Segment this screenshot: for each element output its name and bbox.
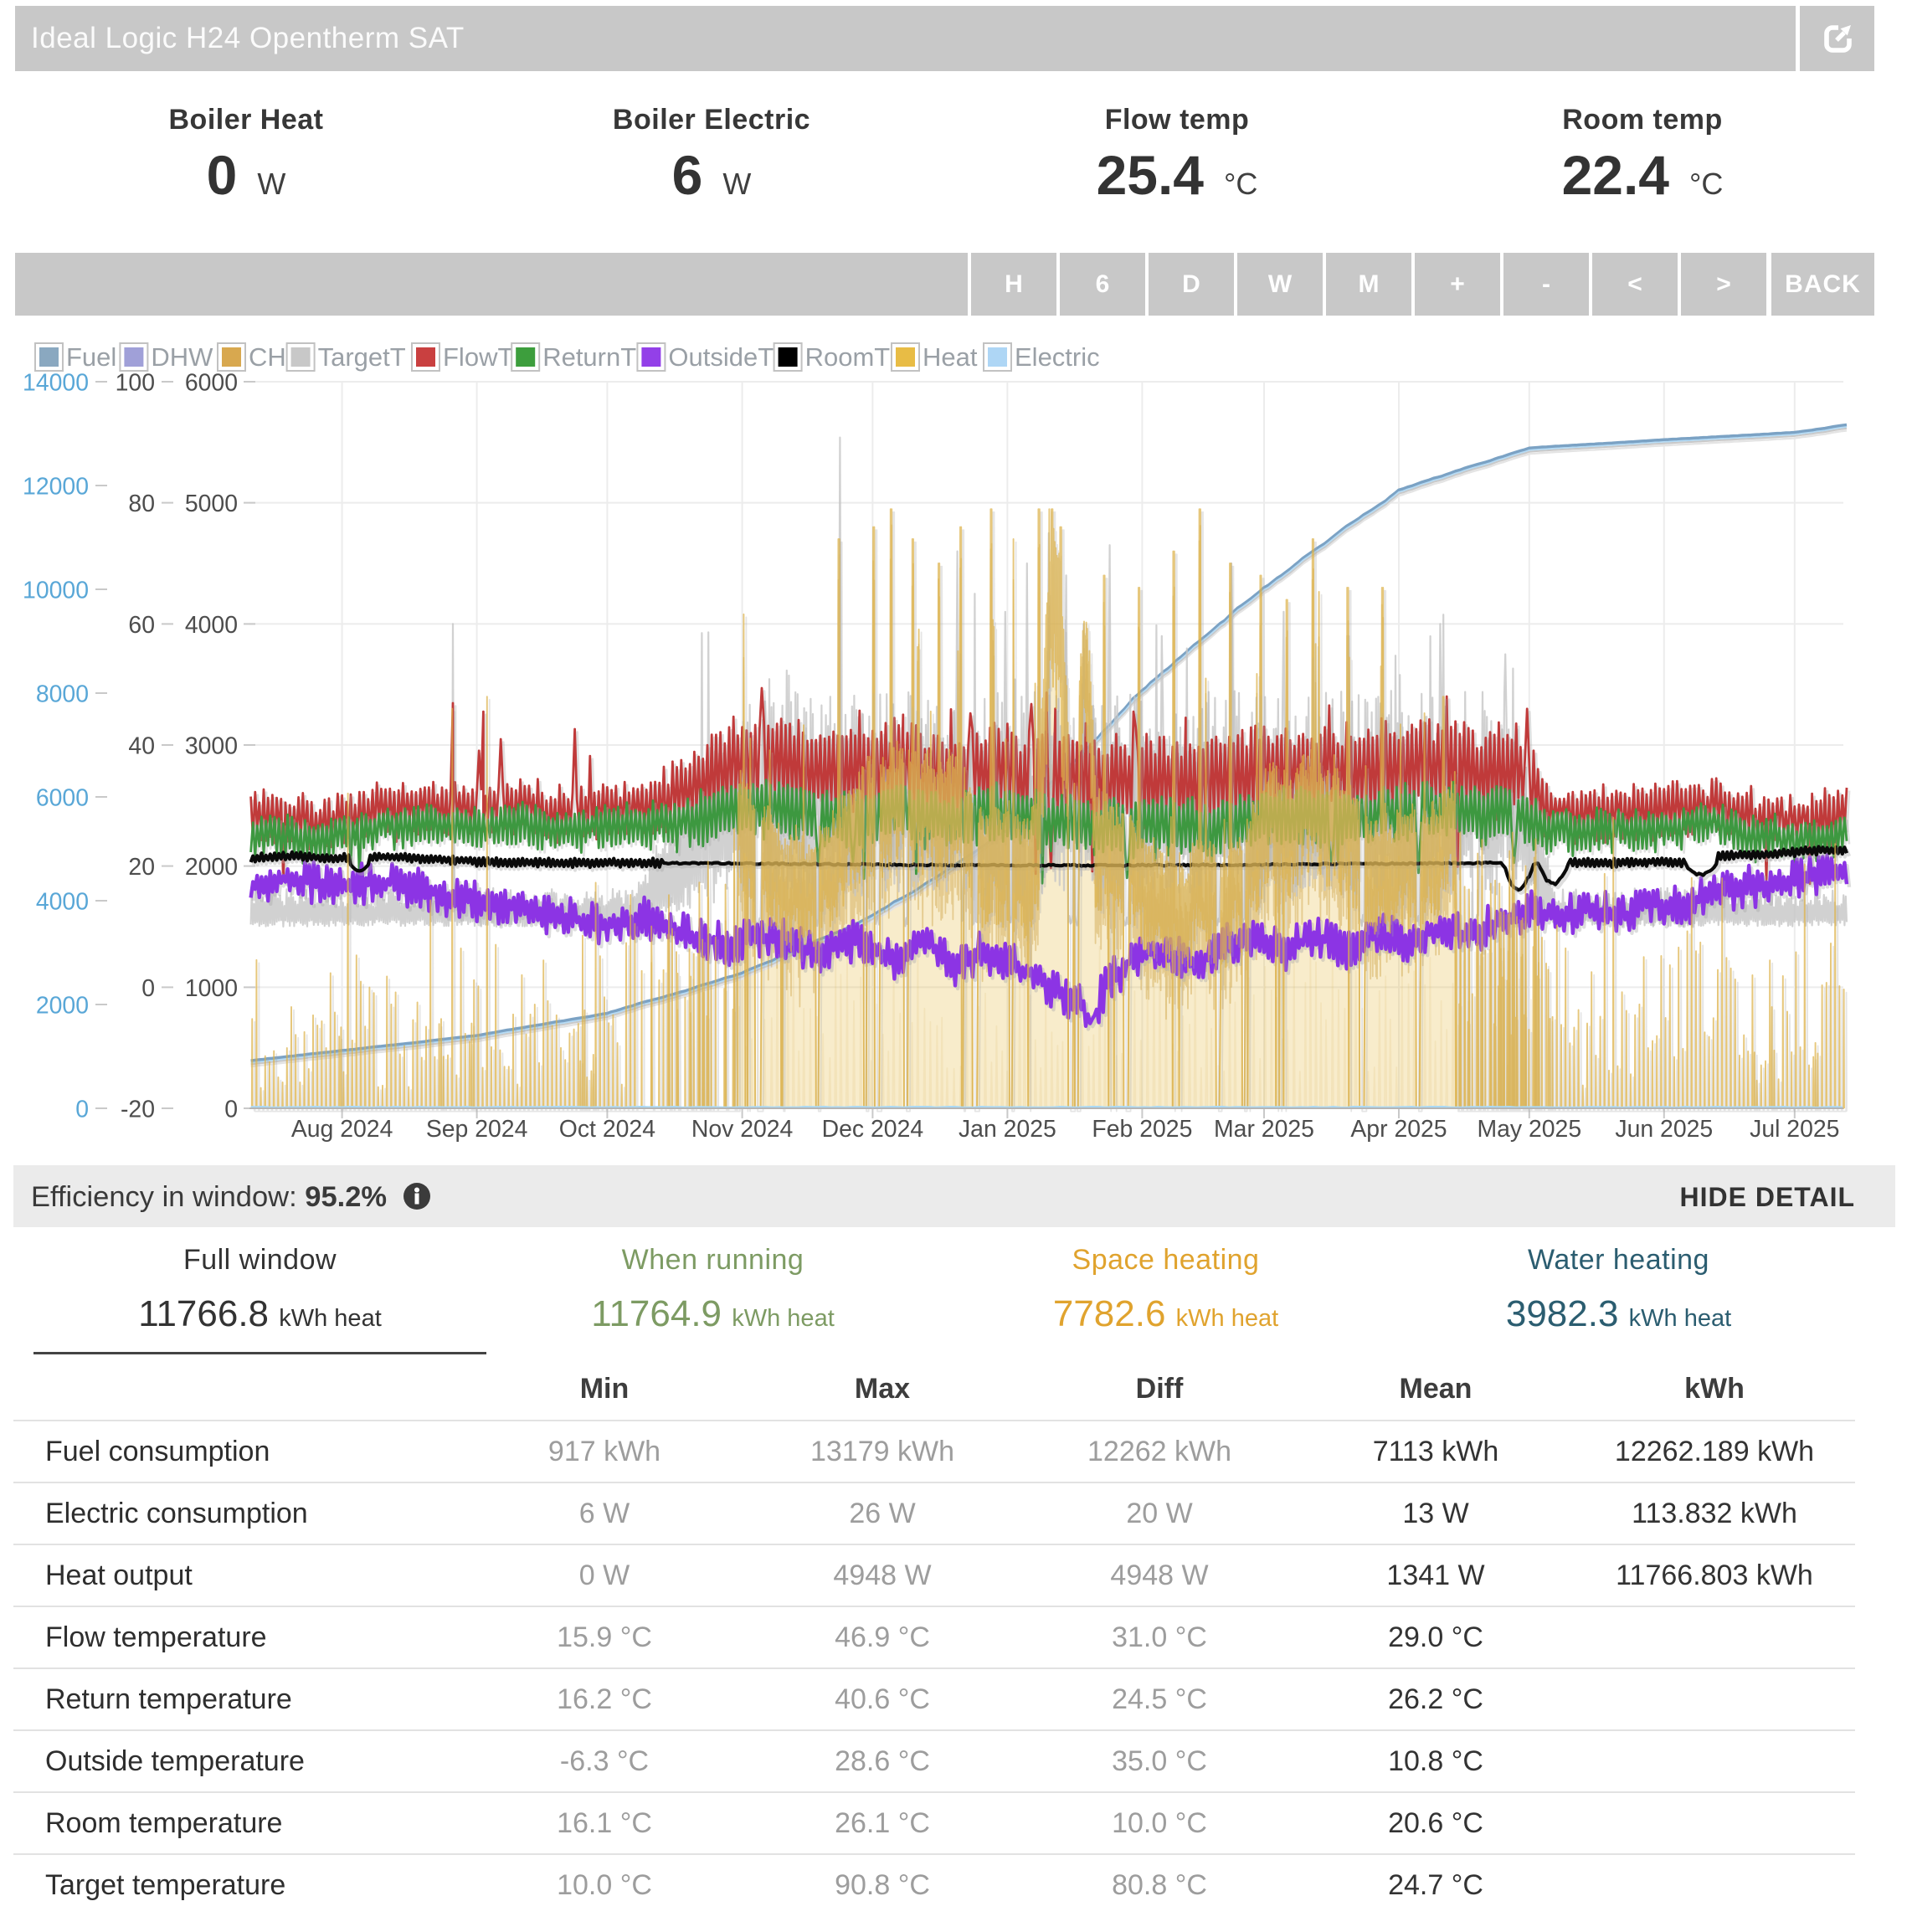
svg-text:1000: 1000 xyxy=(185,975,238,1002)
svg-text:6000: 6000 xyxy=(185,369,238,396)
svg-text:20: 20 xyxy=(128,854,155,881)
svg-text:May 2025: May 2025 xyxy=(1477,1116,1581,1143)
svg-text:5000: 5000 xyxy=(185,491,238,517)
svg-text:Dec 2024: Dec 2024 xyxy=(822,1116,924,1143)
svg-text:80: 80 xyxy=(128,491,155,517)
svg-text:Electric: Electric xyxy=(1015,342,1100,372)
svg-text:Jul 2025: Jul 2025 xyxy=(1750,1116,1839,1143)
svg-text:2000: 2000 xyxy=(185,854,238,881)
svg-text:Oct 2024: Oct 2024 xyxy=(559,1116,655,1143)
svg-text:0: 0 xyxy=(224,1096,238,1123)
svg-text:100: 100 xyxy=(116,369,155,396)
svg-text:4000: 4000 xyxy=(36,888,89,915)
svg-text:ReturnT: ReturnT xyxy=(542,342,636,372)
svg-text:RoomT: RoomT xyxy=(805,342,891,372)
svg-text:-20: -20 xyxy=(121,1096,155,1123)
svg-text:TargetT: TargetT xyxy=(318,342,406,372)
svg-text:Nov 2024: Nov 2024 xyxy=(691,1116,794,1143)
svg-text:12000: 12000 xyxy=(23,473,89,500)
svg-text:Feb 2025: Feb 2025 xyxy=(1092,1116,1192,1143)
svg-text:10000: 10000 xyxy=(23,577,89,604)
svg-text:2000: 2000 xyxy=(36,992,89,1019)
svg-text:OutsideT: OutsideT xyxy=(668,342,774,372)
svg-text:Sep 2024: Sep 2024 xyxy=(426,1116,528,1143)
svg-text:8000: 8000 xyxy=(36,681,89,707)
svg-text:14000: 14000 xyxy=(23,369,89,396)
svg-text:Aug 2024: Aug 2024 xyxy=(291,1116,393,1143)
svg-text:Apr 2025: Apr 2025 xyxy=(1350,1116,1447,1143)
svg-text:CH: CH xyxy=(249,342,286,372)
svg-text:FlowT: FlowT xyxy=(443,342,513,372)
svg-text:DHW: DHW xyxy=(151,342,213,372)
svg-text:60: 60 xyxy=(128,612,155,639)
svg-text:Mar 2025: Mar 2025 xyxy=(1214,1116,1314,1143)
svg-text:Jan 2025: Jan 2025 xyxy=(959,1116,1056,1143)
svg-text:6000: 6000 xyxy=(36,784,89,811)
svg-text:4000: 4000 xyxy=(185,612,238,639)
svg-text:40: 40 xyxy=(128,732,155,759)
svg-text:Heat: Heat xyxy=(923,342,978,372)
svg-text:Fuel: Fuel xyxy=(66,342,116,372)
svg-text:0: 0 xyxy=(141,975,155,1002)
svg-text:0: 0 xyxy=(75,1096,89,1123)
svg-text:3000: 3000 xyxy=(185,732,238,759)
svg-text:Jun 2025: Jun 2025 xyxy=(1615,1116,1713,1143)
